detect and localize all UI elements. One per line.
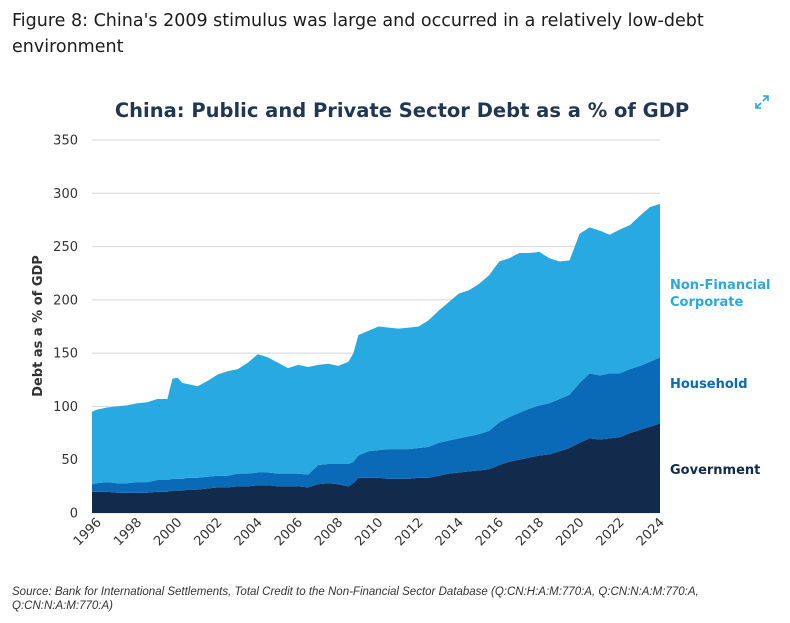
x-tick-1998: 1998 <box>111 515 145 549</box>
x-tick-2002: 2002 <box>191 515 225 549</box>
x-tick-2020: 2020 <box>553 515 587 549</box>
x-axis-ticks: 1996 1998 2000 2002 2004 2006 2008 2010 2012 2014… <box>71 515 668 549</box>
y-tick-350: 350 <box>53 134 78 149</box>
source-note: Source: Bank for International Settlemen… <box>12 586 699 612</box>
y-tick-0: 0 <box>70 507 78 522</box>
x-tick-2012: 2012 <box>393 515 427 549</box>
x-tick-2008: 2008 <box>312 515 346 549</box>
x-tick-2018: 2018 <box>513 515 547 549</box>
chart-title: China: Public and Private Sector Debt as… <box>115 99 689 122</box>
x-tick-2010: 2010 <box>352 515 386 549</box>
series-label-household: Household <box>670 377 748 392</box>
y-axis-ticks: 0 50 100 150 200 250 300 350 <box>53 134 78 522</box>
y-tick-200: 200 <box>53 293 78 308</box>
figure-title: Figure 8: China's 2009 stimulus was larg… <box>12 11 704 57</box>
series-label-government: Government <box>670 463 760 478</box>
area-government <box>92 423 660 513</box>
x-tick-2004: 2004 <box>232 515 266 549</box>
area-household <box>92 357 660 493</box>
stacked-areas <box>92 203 660 513</box>
x-tick-2014: 2014 <box>433 515 467 549</box>
x-tick-2000: 2000 <box>151 515 185 549</box>
x-tick-2024: 2024 <box>634 515 668 549</box>
y-tick-100: 100 <box>53 400 78 415</box>
y-tick-50: 50 <box>61 453 78 468</box>
y-axis-label: Debt as a % of GDP <box>31 255 46 397</box>
x-tick-2006: 2006 <box>272 515 306 549</box>
expand-icon[interactable] <box>753 93 771 111</box>
area-non-financial-corporate <box>92 203 660 485</box>
y-tick-150: 150 <box>53 347 78 362</box>
x-tick-2022: 2022 <box>594 515 628 549</box>
x-tick-2016: 2016 <box>473 515 507 549</box>
series-labels: Non-Financial Corporate Household Governmen… <box>670 278 770 478</box>
series-label-non-financial-corporate: Non-Financial Corporate <box>670 278 770 310</box>
y-tick-300: 300 <box>53 187 78 202</box>
y-tick-250: 250 <box>53 240 78 255</box>
